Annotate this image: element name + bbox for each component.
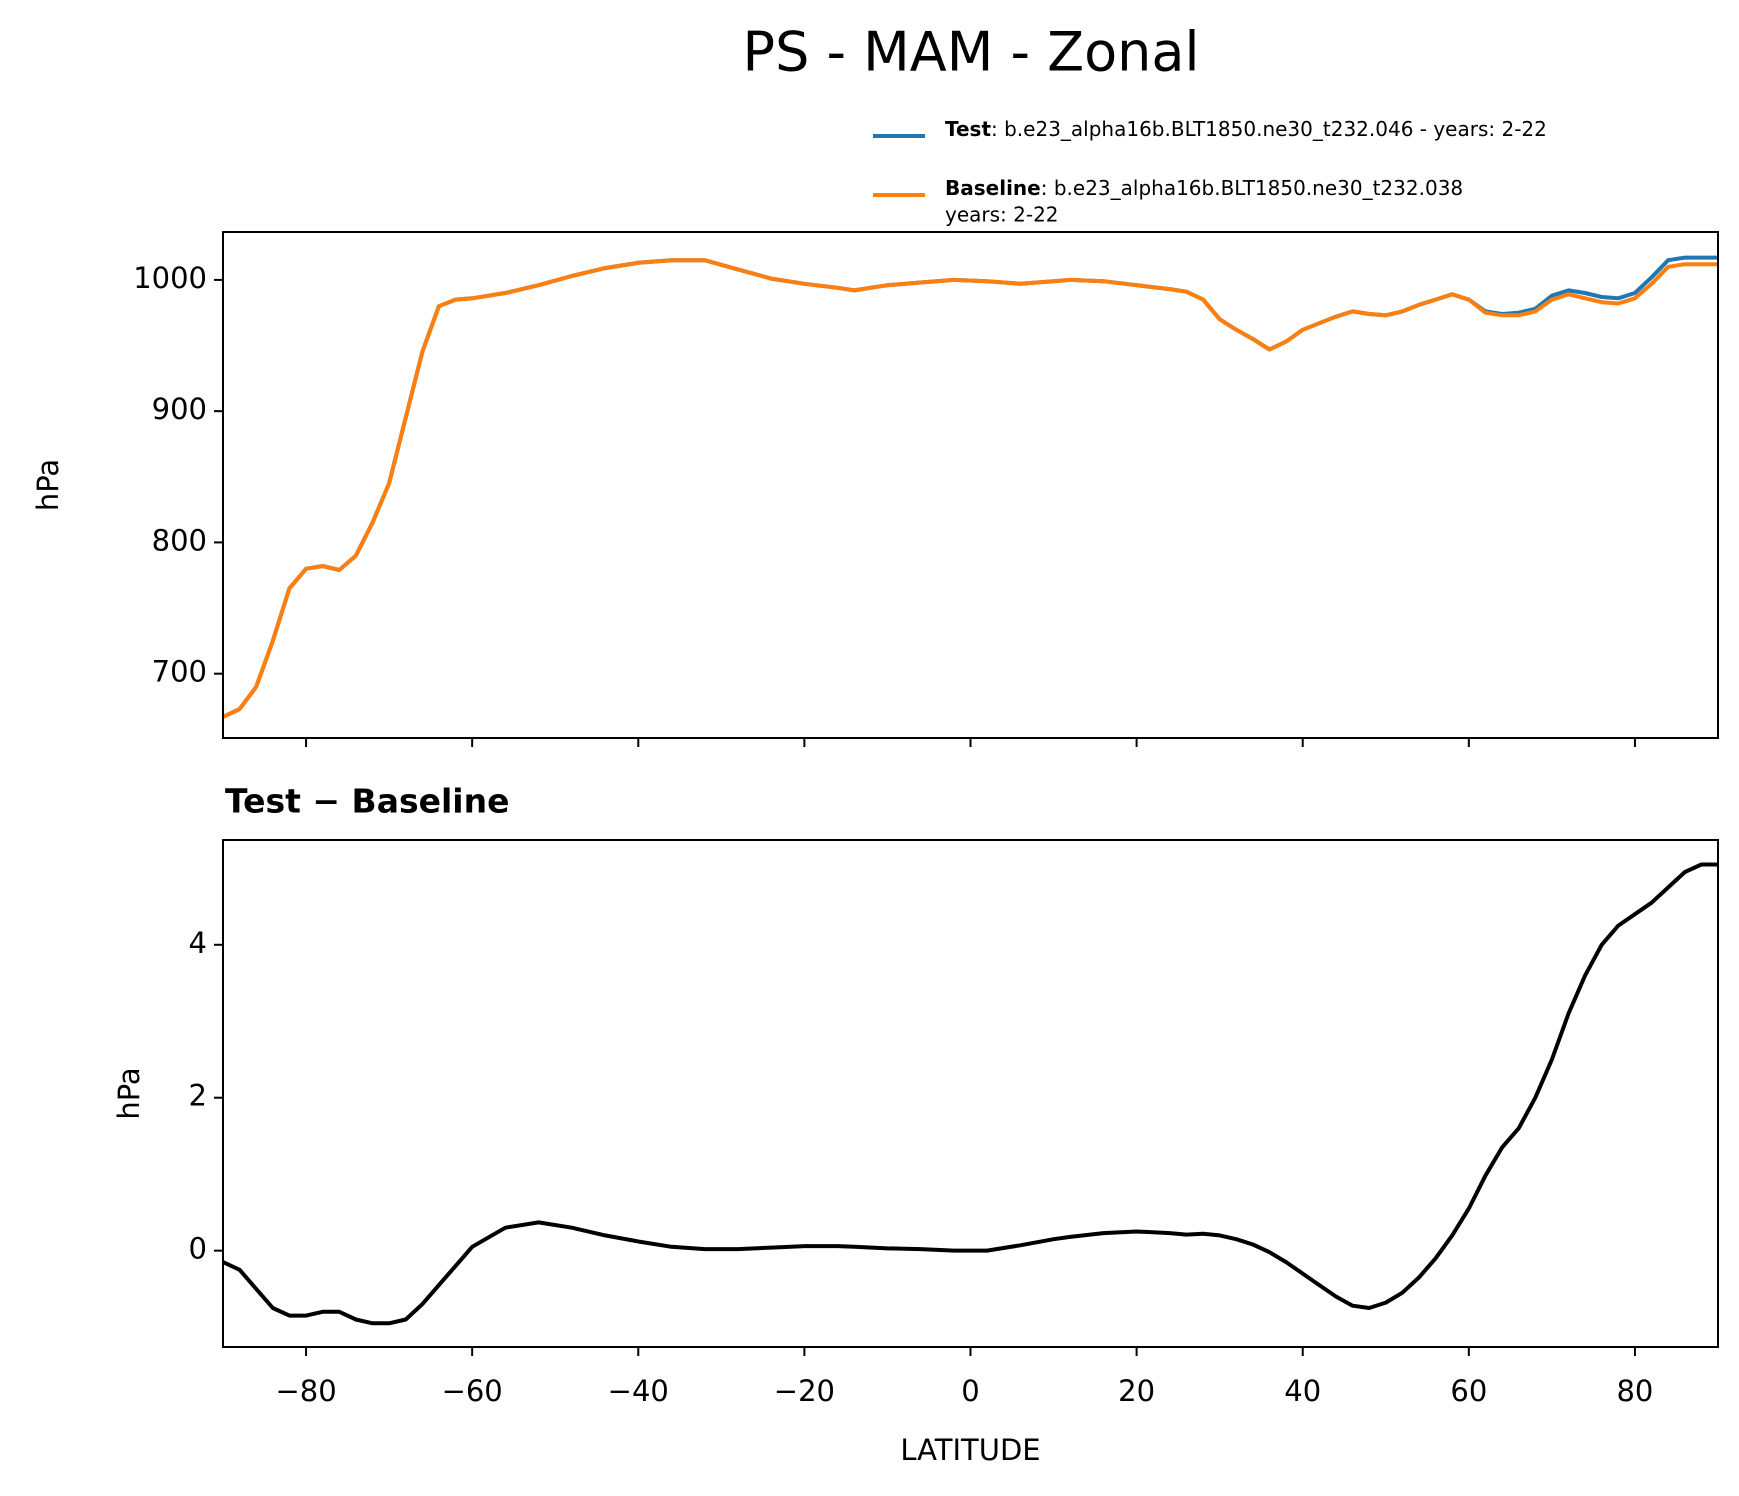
- plot-area: [223, 255, 1718, 719]
- legend-name: Baseline: [945, 176, 1041, 200]
- x-tick-label: 20: [1118, 1374, 1155, 1408]
- x-tick-label: −20: [774, 1374, 835, 1408]
- axes-frame: [222, 839, 1719, 1348]
- legend-text: : b.e23_alpha16b.BLT1850.ne30_t232.046 -…: [991, 117, 1547, 141]
- y-tick-label: 900: [152, 392, 207, 426]
- plot-area: [223, 862, 1718, 1326]
- x-tick-label: −40: [608, 1374, 669, 1408]
- series-line: [223, 255, 1718, 719]
- legend-label: Baseline: b.e23_alpha16b.BLT1850.ne30_t2…: [945, 176, 1463, 200]
- x-tick-label: 80: [1616, 1374, 1653, 1408]
- x-tick-label: −80: [275, 1374, 336, 1408]
- legend-text: : b.e23_alpha16b.BLT1850.ne30_t232.038: [1041, 176, 1463, 200]
- y-tick-label: 800: [152, 523, 207, 557]
- x-tick-label: 40: [1284, 1374, 1321, 1408]
- x-tick-label: −60: [442, 1374, 503, 1408]
- legend-label: years: 2-22: [945, 203, 1059, 227]
- subplot-title: Test − Baseline: [225, 782, 510, 821]
- figure-title: PS - MAM - Zonal: [743, 21, 1200, 84]
- y-tick-label: 0: [189, 1232, 207, 1266]
- y-axis-label: hPa: [31, 459, 65, 511]
- y-tick-label: 1000: [133, 261, 207, 295]
- x-axis-label: LATITUDE: [900, 1433, 1040, 1467]
- legend-name: Test: [945, 117, 991, 141]
- series-line: [223, 862, 1718, 1326]
- legend-label: Test: b.e23_alpha16b.BLT1850.ne30_t232.0…: [945, 117, 1547, 141]
- x-tick-label: 0: [961, 1374, 979, 1408]
- axes-frame: [222, 231, 1719, 739]
- y-axis-label: hPa: [112, 1067, 146, 1119]
- series-line: [223, 258, 1718, 719]
- y-tick-label: 2: [189, 1079, 207, 1113]
- x-tick-label: 60: [1450, 1374, 1487, 1408]
- y-tick-label: 4: [189, 926, 207, 960]
- y-tick-label: 700: [152, 655, 207, 689]
